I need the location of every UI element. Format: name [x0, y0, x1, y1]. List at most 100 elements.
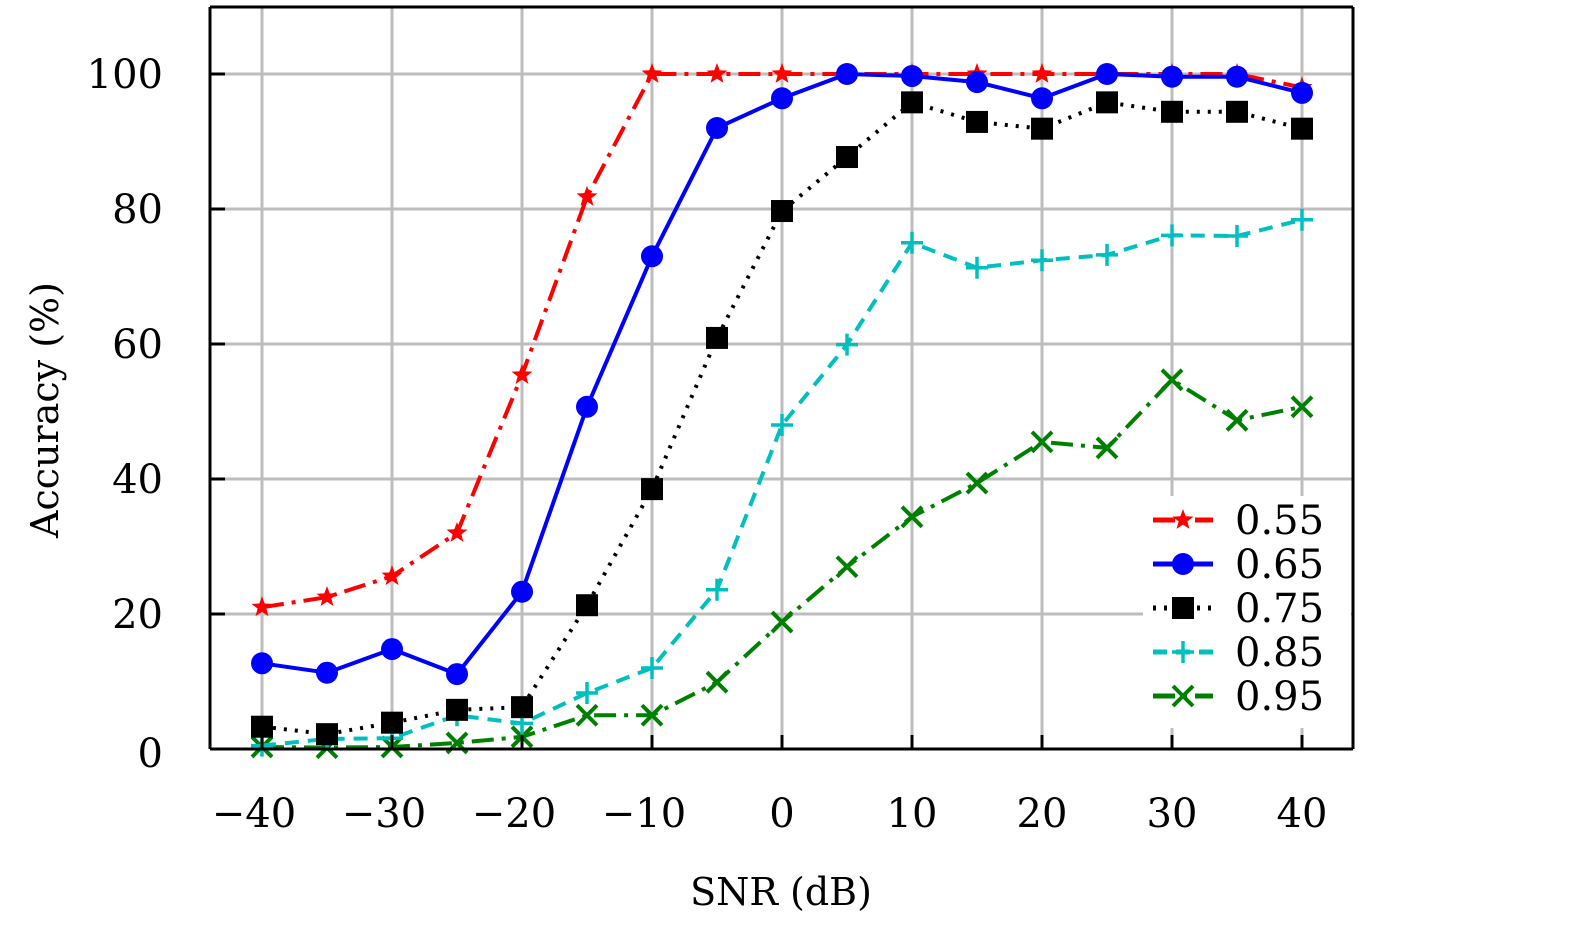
legend-item-0-55: 0.55: [1153, 498, 1324, 544]
y-axis-label: Accuracy (%): [23, 282, 67, 539]
data-point: [836, 146, 858, 169]
data-point: [316, 586, 338, 607]
data-point: [966, 256, 988, 279]
data-point: [641, 478, 663, 501]
x-tick-label: 20: [1017, 791, 1068, 837]
series-0-65: [251, 63, 1313, 686]
plot-frame: [208, 5, 1355, 751]
data-point: [316, 723, 338, 746]
data-point: [771, 87, 793, 110]
data-point: [706, 117, 728, 139]
legend-label: 0.65: [1235, 542, 1324, 588]
data-point: [836, 333, 858, 356]
legend-marker: [1172, 553, 1194, 575]
legend-marker: [1172, 641, 1194, 663]
data-point: [511, 580, 533, 603]
data-point: [1030, 430, 1054, 454]
data-point: [446, 698, 468, 721]
data-point: [1226, 225, 1248, 247]
data-point: [1226, 100, 1248, 123]
data-point: [641, 657, 663, 679]
data-point: [705, 670, 729, 694]
legend-label: 0.55: [1235, 498, 1324, 544]
data-point: [1291, 208, 1313, 231]
y-tick-label: 20: [112, 592, 163, 638]
data-point: [770, 610, 794, 634]
data-point: [900, 505, 924, 529]
data-point: [1031, 117, 1053, 140]
data-point: [446, 522, 468, 542]
data-point: [836, 63, 858, 85]
data-point: [771, 414, 793, 436]
data-point: [251, 652, 273, 675]
data-point: [1031, 63, 1053, 83]
y-tick-label: 40: [112, 457, 163, 503]
data-point: [965, 471, 989, 495]
data-point: [381, 711, 403, 734]
data-point: [641, 63, 663, 83]
x-tick-label: 10: [887, 791, 938, 837]
data-point: [771, 200, 793, 223]
data-point: [1096, 91, 1118, 114]
data-point: [251, 596, 273, 617]
data-point: [381, 565, 403, 586]
data-point: [1290, 395, 1314, 419]
tick-labels: −40 −30 −20 −10 0 10 20 30 40 0 20 40 60 80 100: [87, 52, 1328, 837]
series-line: [261, 217, 1303, 748]
legend-label: 0.85: [1235, 630, 1324, 676]
y-tick-label: 100: [87, 52, 163, 98]
series-layer: [250, 63, 1314, 760]
x-tick-label: −40: [212, 791, 296, 837]
data-point: [576, 185, 598, 206]
data-point: [1291, 81, 1313, 104]
legend-marker: [1172, 509, 1194, 529]
legend: 0.550.650.750.850.95: [1143, 496, 1351, 728]
data-point: [1161, 224, 1183, 247]
data-point: [771, 63, 793, 83]
data-point: [1095, 436, 1119, 460]
x-axis-label: SNR (dB): [690, 870, 872, 914]
data-point: [641, 245, 663, 268]
data-point: [706, 578, 728, 601]
data-point: [1226, 65, 1248, 88]
data-point: [1225, 408, 1249, 432]
data-point: [1291, 117, 1313, 140]
x-tick-label: −20: [472, 791, 556, 837]
data-point: [576, 594, 598, 617]
data-point: [316, 661, 338, 684]
y-tick-label: 60: [112, 322, 163, 368]
data-point: [640, 703, 664, 727]
data-point: [966, 71, 988, 94]
y-tick-label: 0: [138, 731, 163, 777]
legend-item-0-85: 0.85: [1153, 630, 1324, 676]
legend-marker: [1171, 684, 1195, 708]
data-point: [706, 63, 728, 83]
legend-item-0-95: 0.95: [1153, 674, 1324, 720]
series-0-75: [251, 91, 1313, 746]
legend-marker: [1172, 597, 1194, 619]
axis-ticks: [210, 72, 1304, 751]
data-point: [706, 326, 728, 349]
data-point: [511, 364, 533, 384]
data-point: [1161, 65, 1183, 88]
data-point: [1160, 368, 1184, 392]
data-point: [1096, 243, 1118, 266]
legend-label: 0.95: [1235, 674, 1324, 720]
legend-item-0-65: 0.65: [1153, 542, 1324, 588]
legend-label: 0.75: [1235, 586, 1324, 632]
data-point: [511, 696, 533, 719]
data-point: [835, 555, 859, 579]
data-point: [1161, 100, 1183, 123]
data-point: [251, 715, 273, 738]
data-point: [966, 110, 988, 133]
x-tick-label: 30: [1147, 791, 1198, 837]
data-point: [1096, 63, 1118, 85]
data-point: [901, 91, 923, 114]
y-tick-label: 80: [112, 187, 163, 233]
x-tick-label: −10: [602, 791, 686, 837]
data-point: [576, 395, 598, 418]
data-point: [1031, 87, 1053, 110]
data-point: [446, 663, 468, 686]
